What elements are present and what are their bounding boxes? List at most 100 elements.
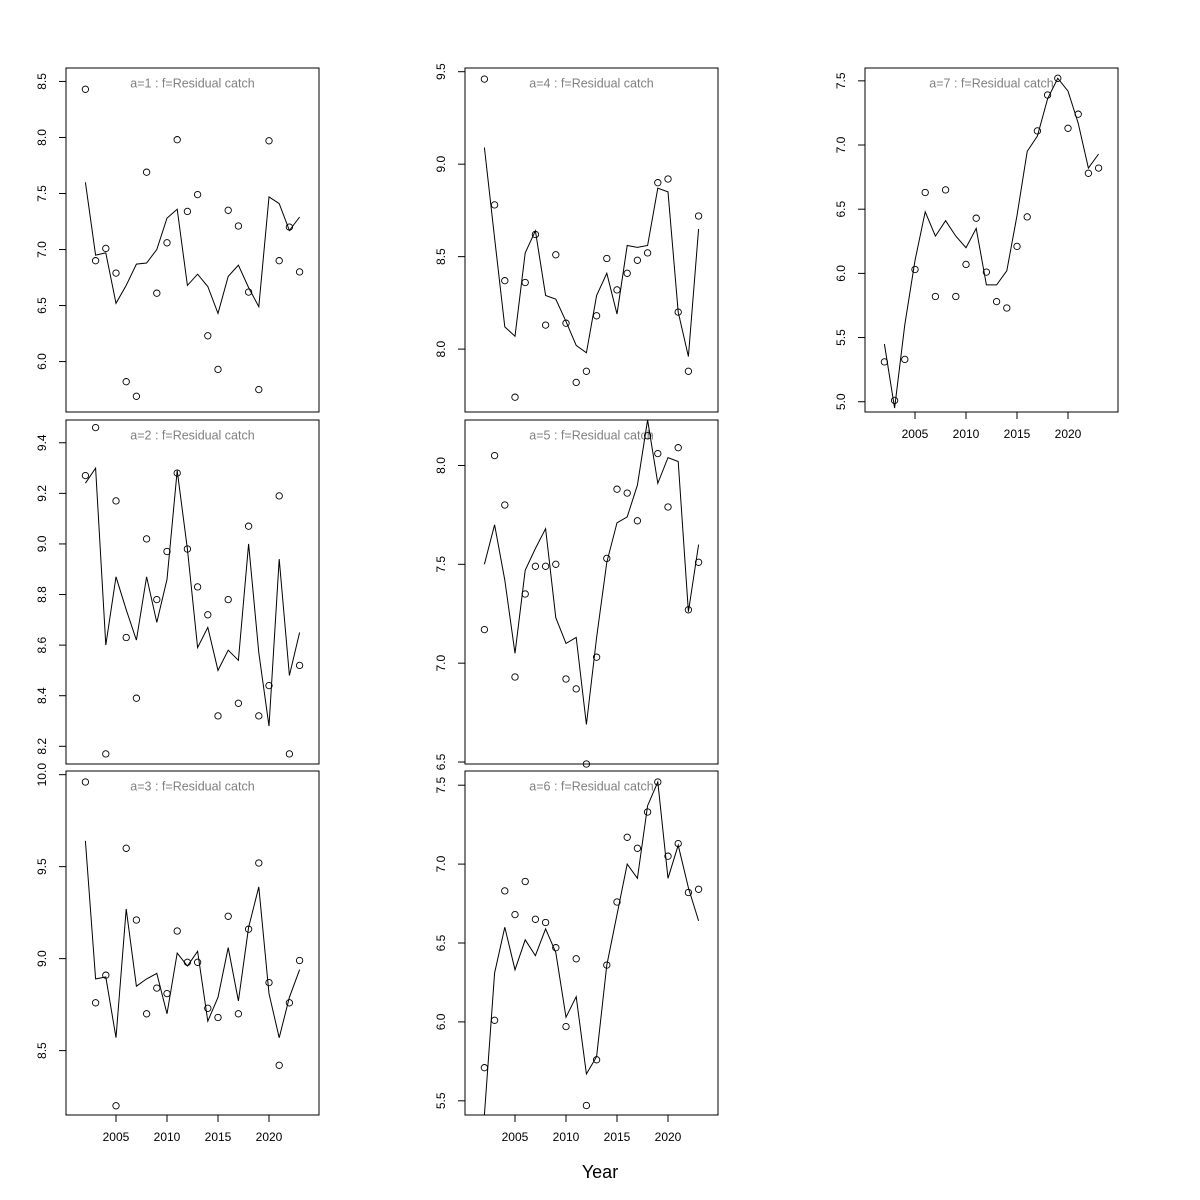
data-point xyxy=(132,694,141,702)
data-point xyxy=(265,137,273,145)
y-tick-label: 5.5 xyxy=(434,1092,448,1109)
data-point xyxy=(654,778,662,786)
y-tick-label: 8.5 xyxy=(434,248,448,265)
y-tick-label: 8.8 xyxy=(35,586,49,603)
data-point xyxy=(531,915,540,923)
data-point xyxy=(880,358,889,366)
plot-frame xyxy=(65,67,320,413)
x-tick-label: 2010 xyxy=(953,427,980,441)
data-point xyxy=(122,633,130,642)
data-point xyxy=(1074,110,1082,118)
panel-1: a=1 : f=Residual catch 6.0 6.5 7.0 7.5 8.0 8.5 xyxy=(35,67,320,413)
data-point xyxy=(142,168,151,176)
data-point xyxy=(623,269,631,277)
data-point xyxy=(265,681,273,690)
data-point xyxy=(153,595,161,604)
data-point xyxy=(183,207,192,216)
data-point xyxy=(275,492,283,500)
y-tick-label: 6.5 xyxy=(35,297,49,314)
y-tick-label: 9.0 xyxy=(35,535,49,552)
panel-3: a=3 : f=Residual catch 8.5 9.0 9.5 10.0 2005 2… xyxy=(35,763,320,1144)
data-point xyxy=(81,85,90,93)
data-point xyxy=(173,469,181,477)
panel-title: a=5 : f=Residual catch xyxy=(529,429,653,443)
y-tick-label: 6.0 xyxy=(434,1013,448,1030)
fitted-line xyxy=(483,780,700,1116)
data-point xyxy=(132,392,141,400)
data-point xyxy=(1013,242,1021,251)
x-tick-label: 2010 xyxy=(154,1130,181,1144)
data-point xyxy=(91,423,100,432)
data-point xyxy=(224,595,232,604)
data-point xyxy=(285,999,294,1007)
data-point xyxy=(541,918,550,927)
data-point xyxy=(633,517,642,525)
panel-title: a=1 : f=Residual catch xyxy=(130,77,254,91)
data-point xyxy=(664,503,672,511)
data-point xyxy=(531,230,540,239)
data-point xyxy=(193,958,202,966)
x-tick-label: 2015 xyxy=(604,1130,631,1144)
y-tick-label: 6.0 xyxy=(834,265,848,282)
data-point xyxy=(193,583,202,591)
data-point xyxy=(511,393,519,401)
data-point xyxy=(603,961,611,969)
data-point xyxy=(173,927,181,935)
data-point xyxy=(1064,124,1072,132)
data-point xyxy=(255,859,263,867)
data-point xyxy=(91,257,100,265)
data-point xyxy=(643,249,652,257)
y-tick-label: 8.5 xyxy=(35,73,49,90)
data-point xyxy=(572,378,580,387)
x-tick-label: 2015 xyxy=(1004,427,1031,441)
data-point xyxy=(511,673,519,681)
y-tick-label: 8.2 xyxy=(35,738,49,755)
data-point xyxy=(285,223,294,231)
data-point xyxy=(1084,169,1093,177)
y-tick-label: 9.2 xyxy=(35,485,49,502)
y-tick-label: 8.5 xyxy=(35,1042,49,1059)
y-tick-label: 9.5 xyxy=(434,63,448,80)
y-tick-label: 7.0 xyxy=(834,136,848,153)
y-tick-label: 6.5 xyxy=(834,201,848,218)
data-point xyxy=(1054,74,1062,82)
data-point xyxy=(941,186,950,194)
data-point xyxy=(654,449,662,458)
data-point xyxy=(623,833,631,841)
data-point xyxy=(572,955,580,963)
data-point xyxy=(921,188,929,197)
data-point xyxy=(255,712,263,720)
data-point xyxy=(295,268,304,276)
data-point xyxy=(1023,213,1031,221)
y-tick-label: 10.0 xyxy=(35,763,49,787)
data-point xyxy=(674,839,682,848)
data-point xyxy=(142,1010,151,1018)
data-point xyxy=(122,378,130,386)
fitted-line xyxy=(84,840,301,1038)
fitted-line xyxy=(883,77,1100,409)
x-tick-label: 2015 xyxy=(205,1130,232,1144)
data-point xyxy=(592,1056,601,1064)
plot-frame xyxy=(464,67,719,413)
y-tick-label: 9.4 xyxy=(35,434,49,451)
data-point xyxy=(244,522,253,530)
data-point xyxy=(204,332,212,340)
data-point xyxy=(972,214,980,222)
y-tick-label: 9.5 xyxy=(35,858,49,875)
data-point xyxy=(521,590,529,598)
panel-title: a=7 : f=Residual catch xyxy=(929,77,1053,91)
data-point xyxy=(234,699,243,707)
y-tick-label: 7.0 xyxy=(35,241,49,258)
x-tick-label: 2020 xyxy=(256,1130,283,1144)
data-point xyxy=(952,292,960,301)
panel-title: a=3 : f=Residual catch xyxy=(130,780,254,794)
data-point xyxy=(102,244,110,253)
data-point xyxy=(173,136,181,144)
data-point xyxy=(501,277,509,285)
data-point xyxy=(204,1004,212,1012)
data-point xyxy=(112,497,120,505)
data-point xyxy=(562,319,570,327)
data-point xyxy=(501,501,509,509)
data-point xyxy=(603,554,611,563)
data-point xyxy=(521,877,529,886)
